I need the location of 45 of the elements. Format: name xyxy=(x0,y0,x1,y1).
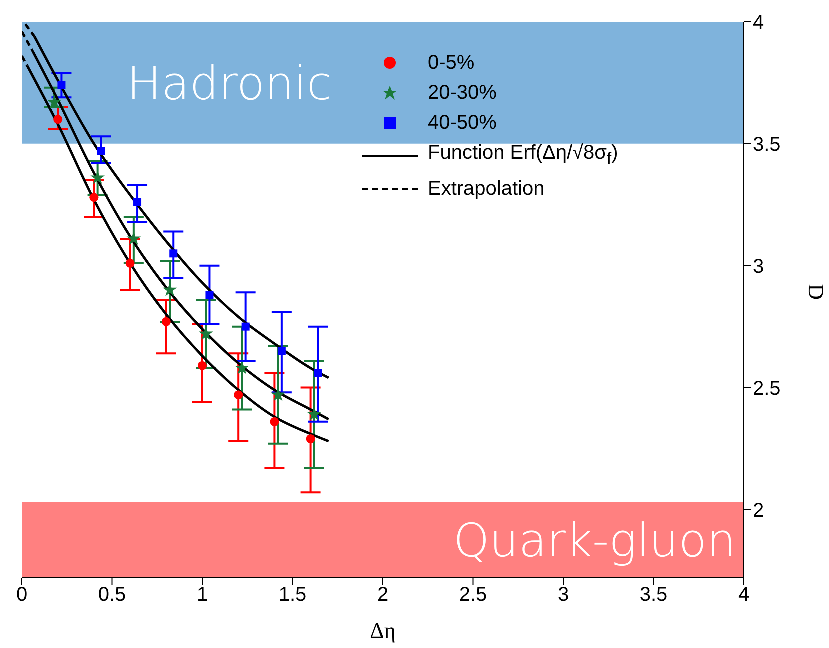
x-tick-label: 4 xyxy=(738,584,750,606)
point xyxy=(90,193,99,202)
x-tick-label: 3 xyxy=(558,584,570,606)
legend-label: Function Erf(Δη/√8σ$_{f}$) xyxy=(428,141,618,170)
point xyxy=(162,317,171,326)
point xyxy=(270,417,280,426)
x-axis-title: Δη xyxy=(370,618,396,643)
point xyxy=(242,322,250,331)
point xyxy=(271,388,286,402)
x-tick-label: 0.5 xyxy=(98,584,126,606)
point xyxy=(278,347,286,356)
point xyxy=(126,258,135,268)
x-tick-label: 1 xyxy=(196,584,208,606)
point xyxy=(314,369,322,378)
band-label: Hadronic xyxy=(127,56,332,110)
point xyxy=(134,198,142,206)
y-tick-label: 2.5 xyxy=(753,378,781,400)
point xyxy=(306,434,316,444)
point xyxy=(235,360,250,374)
point xyxy=(307,407,322,421)
y-axis-title: D xyxy=(804,284,829,300)
point xyxy=(198,326,214,340)
y-tick-label: 4 xyxy=(753,12,764,34)
x-tick-label: 2 xyxy=(377,584,389,606)
legend-label: 0-5% xyxy=(428,51,475,76)
y-tick-label: 3.5 xyxy=(753,134,781,156)
band-label: Quark-gluon xyxy=(453,514,736,568)
y-tick-label: 2 xyxy=(753,500,764,522)
point xyxy=(206,291,214,300)
point xyxy=(97,147,106,156)
point xyxy=(54,115,63,124)
x-tick-label: 3.5 xyxy=(640,584,668,606)
point xyxy=(234,390,244,400)
point xyxy=(170,250,178,258)
legend-label: 40-50% xyxy=(428,111,497,136)
point xyxy=(198,361,208,370)
y-tick-label: 3 xyxy=(753,256,764,278)
point xyxy=(90,170,105,184)
x-tick-label: 1.5 xyxy=(278,584,307,606)
point xyxy=(47,94,62,109)
x-tick-label: 0 xyxy=(16,584,28,606)
legend-label: 20-30% xyxy=(428,81,497,106)
point xyxy=(58,81,66,90)
legend-label: Extrapolation xyxy=(428,177,545,202)
x-tick-label: 2.5 xyxy=(459,584,488,606)
